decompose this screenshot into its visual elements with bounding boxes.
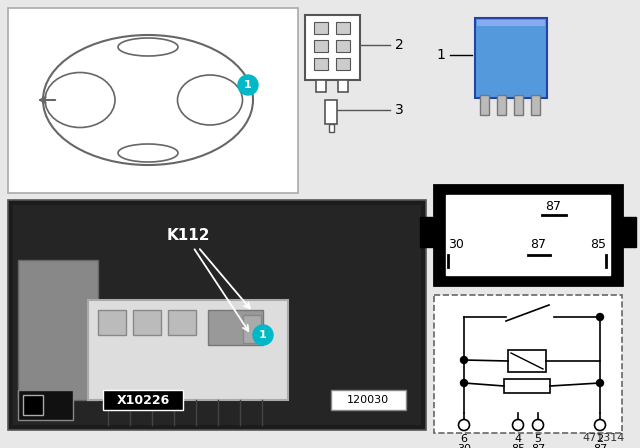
Text: 85: 85: [511, 444, 525, 448]
Circle shape: [238, 75, 258, 95]
Bar: [338, 80, 348, 92]
Bar: [8, 8, 298, 193]
Ellipse shape: [118, 144, 178, 162]
Bar: [531, 95, 540, 115]
Text: 6: 6: [461, 434, 467, 444]
Text: 87: 87: [531, 444, 545, 448]
Circle shape: [253, 325, 273, 345]
Bar: [336, 58, 350, 70]
Text: 1: 1: [436, 48, 445, 62]
Bar: [88, 300, 288, 400]
Bar: [329, 124, 334, 132]
Bar: [23, 395, 43, 415]
Text: 4: 4: [515, 434, 522, 444]
Circle shape: [513, 419, 524, 431]
Text: 3: 3: [395, 103, 404, 117]
Text: 87: 87: [593, 444, 607, 448]
Text: 30: 30: [448, 238, 464, 251]
Bar: [336, 22, 350, 34]
Bar: [243, 315, 261, 343]
Bar: [133, 310, 161, 335]
Bar: [508, 350, 546, 372]
Bar: [18, 390, 73, 420]
Bar: [497, 95, 506, 115]
Circle shape: [461, 357, 467, 363]
Bar: [8, 200, 426, 430]
Bar: [168, 310, 196, 335]
Bar: [314, 22, 328, 34]
Bar: [434, 185, 622, 285]
Bar: [420, 217, 436, 247]
Bar: [18, 260, 98, 400]
Bar: [103, 390, 183, 410]
Text: 471314: 471314: [582, 433, 625, 443]
Circle shape: [596, 314, 604, 320]
Text: 2: 2: [596, 434, 604, 444]
Text: 5: 5: [534, 434, 541, 444]
Bar: [480, 95, 489, 115]
Text: X10226: X10226: [116, 393, 170, 406]
Ellipse shape: [177, 75, 243, 125]
Text: 120030: 120030: [347, 395, 389, 405]
Text: 1: 1: [244, 80, 252, 90]
Bar: [514, 95, 523, 115]
Bar: [314, 40, 328, 52]
Bar: [325, 100, 337, 124]
Bar: [475, 18, 547, 98]
Ellipse shape: [45, 73, 115, 128]
Bar: [331, 390, 406, 410]
Text: 87: 87: [530, 238, 546, 251]
Ellipse shape: [118, 38, 178, 56]
Bar: [504, 379, 550, 393]
Bar: [434, 295, 622, 433]
Bar: [620, 217, 636, 247]
Bar: [336, 40, 350, 52]
Bar: [305, 15, 360, 80]
Bar: [208, 310, 263, 345]
Bar: [98, 310, 126, 335]
Text: 30: 30: [457, 444, 471, 448]
Circle shape: [458, 419, 470, 431]
Text: K112: K112: [166, 228, 210, 242]
Circle shape: [595, 419, 605, 431]
Ellipse shape: [43, 35, 253, 165]
Circle shape: [596, 379, 604, 387]
Bar: [13, 205, 421, 425]
Bar: [314, 58, 328, 70]
Circle shape: [461, 379, 467, 387]
Text: 85: 85: [590, 238, 606, 251]
Text: 2: 2: [395, 38, 404, 52]
Circle shape: [532, 419, 543, 431]
Bar: [316, 80, 326, 92]
Bar: [477, 20, 545, 26]
Bar: [446, 195, 610, 275]
Text: 1: 1: [259, 330, 267, 340]
Text: 87: 87: [545, 201, 561, 214]
